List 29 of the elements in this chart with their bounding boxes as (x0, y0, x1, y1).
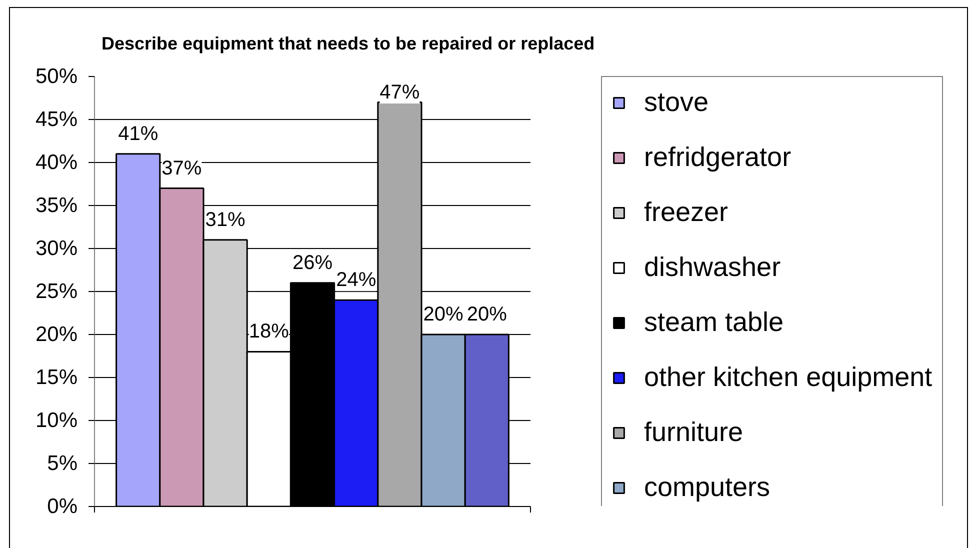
y-tick-label: 15% (35, 366, 78, 389)
data-label: 41% (118, 122, 158, 145)
data-label: 18% (248, 320, 290, 343)
y-tick-label: 20% (35, 323, 78, 346)
data-label: 24% (336, 269, 376, 292)
legend-label: refridgerator (644, 142, 792, 173)
data-label: 20% (466, 304, 508, 326)
legend-label: computers (644, 472, 770, 503)
legend-label: stove (644, 87, 709, 118)
chart-title: Describe equipment that needs to be repaired or replaced (102, 34, 595, 54)
y-tick-label: 40% (35, 151, 78, 174)
y-tick-label: 45% (35, 108, 78, 131)
data-label: 47% (380, 82, 420, 104)
legend-label: other kitchen equipment (644, 362, 932, 393)
data-label: 31% (205, 208, 246, 231)
y-tick-label: 0% (47, 495, 78, 518)
data-label: 26% (292, 252, 333, 274)
y-tick-label: 10% (35, 409, 78, 432)
y-tick-label: 30% (35, 237, 78, 260)
y-tick-label: 50% (35, 65, 78, 88)
legend-label: steam table (644, 307, 784, 338)
y-tick-label: 35% (35, 194, 78, 217)
y-tick-label: 5% (47, 452, 78, 475)
data-label: 20% (423, 304, 464, 326)
y-tick-label: 25% (35, 280, 78, 303)
legend-label: freezer (644, 197, 728, 228)
legend-label: furniture (644, 417, 744, 448)
legend-label: dishwasher (644, 252, 781, 283)
data-label: 37% (162, 157, 202, 180)
